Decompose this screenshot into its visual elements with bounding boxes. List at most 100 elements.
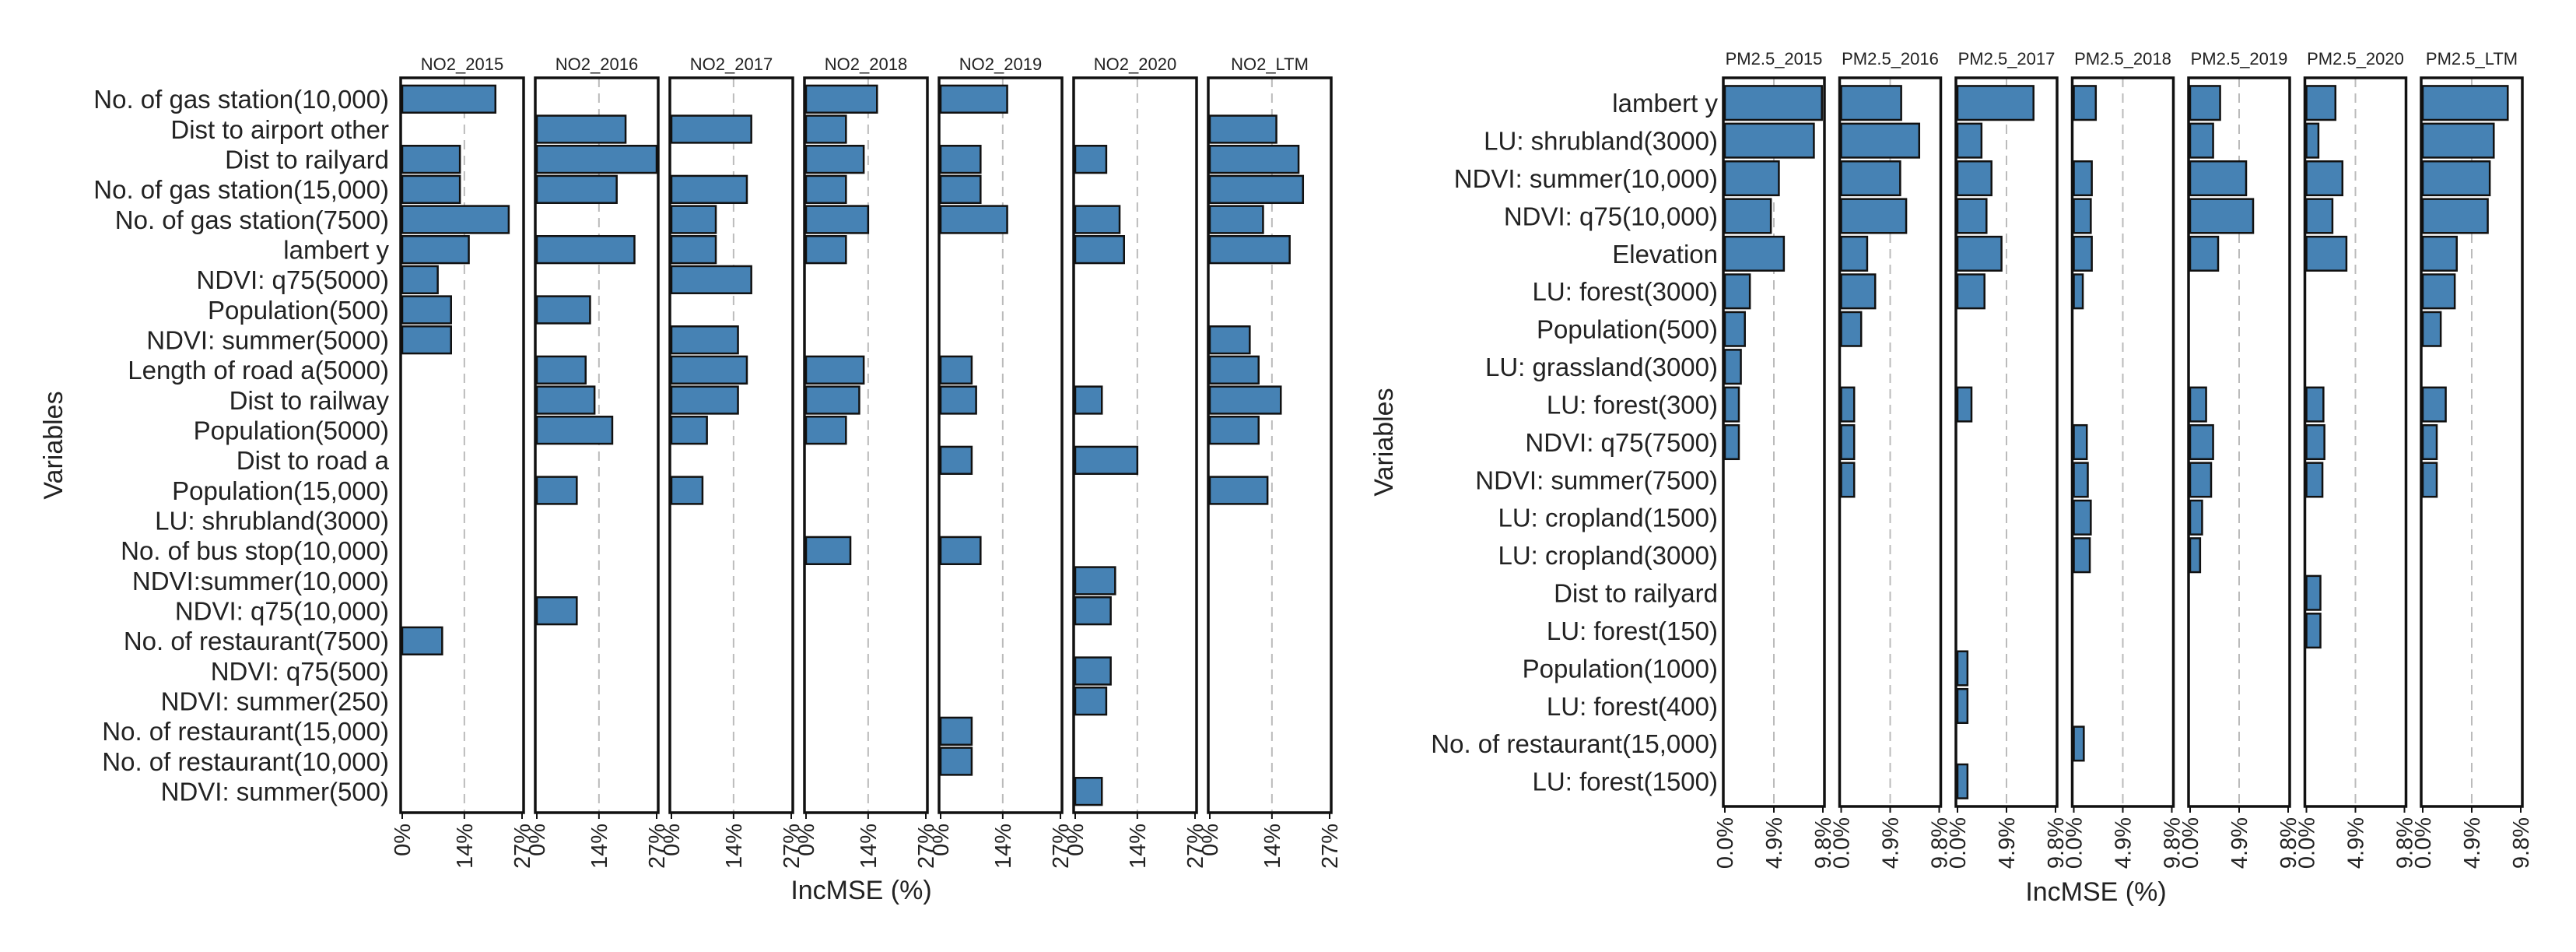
bar — [1208, 416, 1260, 445]
category-label: No. of gas station(7500) — [115, 206, 389, 234]
bar — [401, 295, 452, 325]
bar — [401, 235, 470, 265]
facet-panel: NO2_2015 0% 14% 27% — [391, 54, 535, 869]
bar — [401, 205, 510, 234]
category-label: Population(500) — [1537, 315, 1718, 344]
bar — [2073, 160, 2093, 197]
bar — [2305, 386, 2325, 423]
bar — [1840, 160, 1901, 197]
bar — [1074, 145, 1108, 174]
x-tick-label: 27% — [645, 824, 670, 869]
panel-title: NO2_LTM — [1231, 54, 1309, 74]
facet-panel: NO2_2017 0% 14% 27% — [660, 54, 804, 869]
x-tick-label: 14% — [453, 824, 478, 869]
category-label: LU: shrubland(3000) — [1484, 127, 1718, 156]
bar — [2305, 423, 2325, 461]
bar — [1956, 198, 1988, 234]
bar — [535, 145, 658, 174]
facet-panel: NO2_2018 0% 14% 27% — [794, 54, 939, 869]
x-tick-label: 0.0% — [1946, 817, 1971, 869]
category-label: NDVI: q75(10,000) — [175, 597, 389, 626]
bar — [1956, 122, 1983, 159]
category-label: Population(500) — [208, 296, 389, 325]
x-tick-label: 0% — [660, 824, 685, 856]
bar — [804, 174, 847, 204]
x-tick-label: 9.8% — [2044, 817, 2069, 869]
category-label: No. of restaurant(10,000) — [102, 747, 389, 776]
x-axis-label: IncMSE (%) — [790, 876, 931, 905]
panel-title: PM2.5_2015 — [1726, 49, 1823, 69]
bar — [1840, 462, 1856, 498]
x-tick-label: 27% — [1318, 824, 1343, 869]
bar — [804, 145, 865, 174]
panel-title: PM2.5_LTM — [2426, 49, 2518, 69]
bar — [1208, 114, 1277, 144]
bar — [2189, 386, 2207, 423]
bar — [2073, 725, 2085, 762]
x-tick-label: 4.9% — [2227, 817, 2252, 869]
bar — [2073, 499, 2092, 536]
bar — [939, 355, 973, 385]
bar — [2421, 462, 2438, 498]
category-label: LU: cropland(3000) — [1498, 541, 1719, 570]
bar — [2189, 235, 2220, 272]
x-tick-label: 14% — [722, 824, 747, 869]
bar — [1956, 85, 2035, 121]
bar — [535, 355, 587, 385]
panel-title: NO2_2016 — [556, 54, 638, 74]
bar — [1074, 235, 1125, 265]
x-tick-label: 14% — [857, 824, 881, 869]
bar — [939, 746, 973, 776]
bar — [1840, 273, 1877, 310]
category-label: LU: forest(400) — [1547, 692, 1718, 721]
bar — [804, 84, 878, 114]
bar — [1723, 423, 1740, 461]
panel-title: PM2.5_2018 — [2074, 49, 2171, 69]
bar — [1074, 777, 1103, 806]
bar — [1074, 566, 1116, 595]
bar — [670, 476, 704, 505]
bar — [2421, 386, 2447, 423]
bar — [2305, 198, 2334, 234]
x-tick-label: 4.9% — [2112, 817, 2136, 869]
category-label: LU: forest(300) — [1547, 390, 1718, 419]
x-tick-label: 9.8% — [2393, 817, 2418, 869]
bar — [1074, 445, 1139, 475]
bar — [804, 416, 847, 445]
bar — [1956, 386, 1973, 423]
panel-border — [938, 76, 1064, 814]
category-label: NDVI: summer(7500) — [1475, 465, 1718, 494]
bar — [2421, 311, 2442, 347]
no2-chart: No. of gas station(10,000)Dist to airpor… — [39, 54, 1343, 905]
bar — [2073, 273, 2084, 310]
bar — [1723, 85, 1823, 121]
category-label: NDVI: summer(500) — [161, 778, 389, 806]
category-label: LU: forest(3000) — [1533, 277, 1718, 306]
x-tick-label: 9.8% — [2276, 817, 2301, 869]
bar — [2073, 235, 2093, 272]
facet-panel: PM2.5_2017 0.0% 4.9% 9.8% — [1946, 49, 2069, 869]
facet-panel: PM2.5_2020 0.0% 4.9% 9.8% — [2295, 49, 2418, 869]
bar — [1723, 386, 1740, 423]
bar — [939, 145, 982, 174]
x-tick-label: 4.9% — [1879, 817, 1904, 869]
bar — [1840, 235, 1869, 272]
panel-title: PM2.5_2016 — [1842, 49, 1939, 69]
x-tick-label: 0.0% — [2295, 817, 2320, 869]
facet-panel: NO2_2020 0% 14% 27% — [1064, 54, 1208, 869]
bar — [670, 325, 739, 355]
x-tick-label: 0% — [794, 824, 819, 856]
category-label: Dist to railyard — [1554, 579, 1718, 608]
bar — [670, 385, 739, 415]
bar — [2305, 613, 2322, 649]
bar — [1208, 205, 1264, 234]
bar — [535, 174, 618, 204]
bar — [670, 235, 717, 265]
panel-border — [534, 76, 660, 814]
x-tick-label: 27% — [1183, 824, 1208, 869]
category-label: Population(15,000) — [172, 476, 389, 505]
bar — [1723, 198, 1772, 234]
y-axis-label: Variables — [39, 391, 68, 499]
bar — [939, 445, 973, 475]
bar — [401, 325, 452, 355]
